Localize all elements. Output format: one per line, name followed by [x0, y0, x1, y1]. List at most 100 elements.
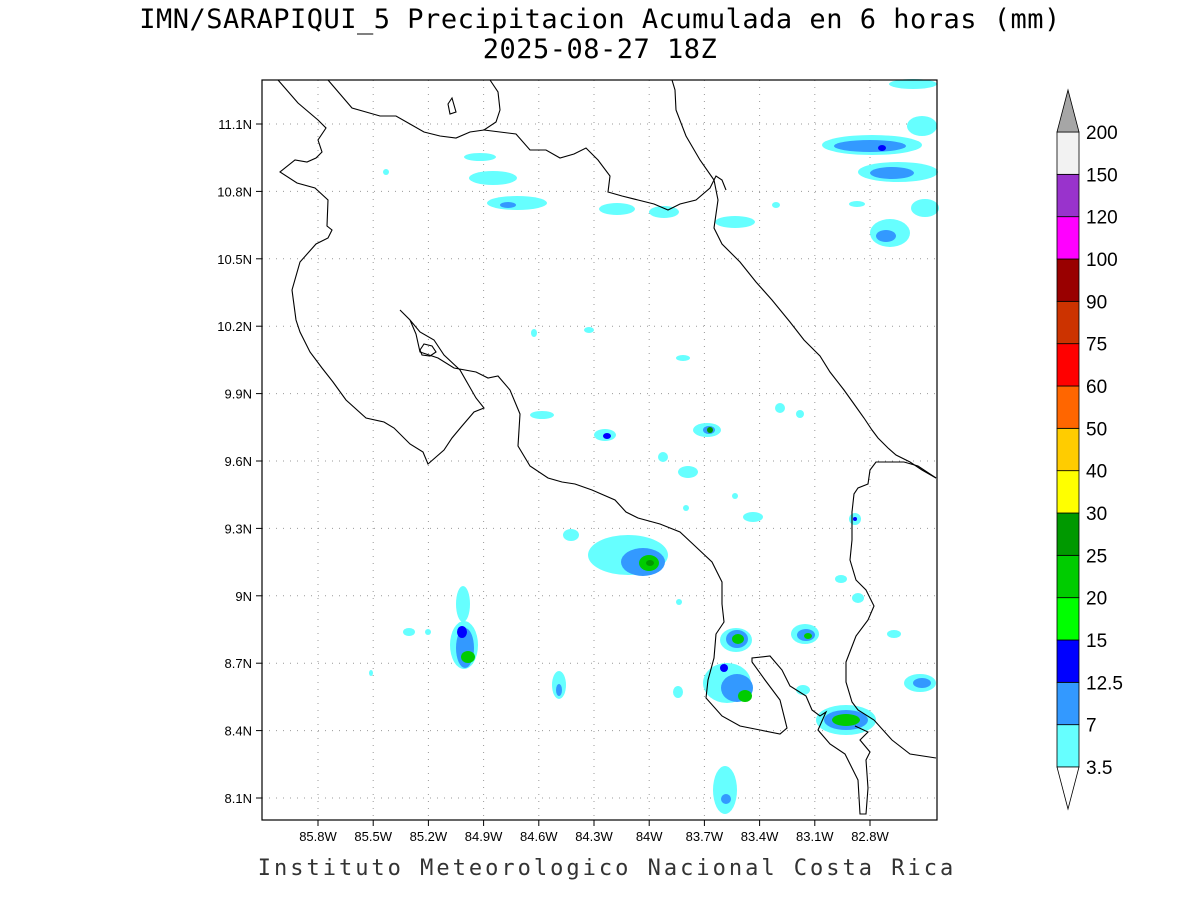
- colorbar-label: 12.5: [1086, 673, 1123, 694]
- tick-label-lat: 11.1N: [218, 117, 252, 132]
- credit-text: Instituto Meteorologico Nacional Costa R…: [257, 856, 957, 881]
- coastline-river-border: [483, 129, 727, 211]
- colorbar-label: 200: [1086, 123, 1118, 144]
- colorbar-label: 120: [1086, 208, 1118, 229]
- tick-label-lat: 8.1N: [225, 791, 252, 806]
- colorbar-box: [1056, 173, 1080, 218]
- precip-blob: [907, 116, 937, 136]
- colorbar-box: [1056, 385, 1080, 429]
- coastline-panama-border: [845, 461, 937, 759]
- precip-blob: [487, 196, 547, 210]
- precip-blob: [878, 145, 886, 151]
- precip-blob: [738, 690, 752, 702]
- colorbar-label: 15: [1086, 631, 1107, 652]
- precip-blob: [676, 355, 690, 361]
- precip-blob: [913, 678, 931, 688]
- colorbar-label: 25: [1086, 546, 1107, 567]
- precip-blob: [584, 327, 594, 333]
- precip-blob: [715, 216, 755, 228]
- colorbar-box: [1056, 554, 1080, 599]
- precip-blob: [804, 633, 812, 639]
- precip-blob: [673, 686, 683, 698]
- precip-blob: [911, 199, 939, 217]
- precip-blob: [500, 202, 516, 208]
- tick-label-lat: 8.4N: [225, 724, 252, 739]
- colorbar-box: [1056, 258, 1080, 302]
- coastline-nicoya-island: [419, 343, 437, 357]
- colorbar: 3.5 7 12.5 15 20 25 30 40 50 60 75 90 100 120 150 200: [1056, 88, 1123, 811]
- precip-blob: [707, 427, 713, 433]
- axis-ticks: 85.8W 85.5W 85.2W 84.9W 84.6W 84.3W 84W 83.7W 83…: [217, 117, 889, 844]
- precip-blob: [464, 153, 496, 161]
- colorbar-label: 3.5: [1086, 758, 1112, 779]
- colorbar-box: [1056, 470, 1080, 514]
- tick-label-lat: 9N: [235, 589, 252, 604]
- coastline-lake-island: [447, 96, 457, 115]
- colorbar-box: [1056, 131, 1080, 175]
- colorbar-box: [1056, 512, 1080, 556]
- tick-label-lat: 10.8N: [217, 184, 252, 199]
- title-line-2: 2025-08-27 18Z: [482, 34, 718, 65]
- precipitation-field: [369, 79, 939, 814]
- precip-blob: [721, 794, 731, 804]
- tick-label-lat: 10.5N: [217, 252, 252, 267]
- colorbar-label: 150: [1086, 165, 1118, 186]
- tick-label-lon: 84.3W: [575, 829, 613, 844]
- precip-blob: [889, 79, 937, 89]
- precip-blob: [732, 493, 738, 499]
- title-line-1: IMN/SARAPIQUI_5 Precipitacion Acumulada …: [139, 4, 1061, 35]
- precip-blob: [713, 766, 737, 814]
- tick-label-lat: 9.9N: [225, 387, 252, 402]
- precip-blob: [646, 560, 654, 566]
- colorbar-box: [1056, 300, 1080, 345]
- colorbar-label: 90: [1086, 292, 1107, 313]
- grid-lines: [262, 80, 937, 820]
- precip-blob: [887, 630, 901, 638]
- coastline-pacific-north: [277, 79, 871, 815]
- precip-blob: [369, 670, 373, 676]
- precip-blob: [732, 634, 744, 644]
- precip-blob: [403, 628, 415, 636]
- precip-blob: [796, 410, 804, 418]
- colorbar-label: 20: [1086, 589, 1107, 610]
- precip-blob: [876, 230, 896, 242]
- precip-blob: [835, 575, 847, 583]
- colorbar-label: 100: [1086, 250, 1118, 271]
- tick-label-lon: 84W: [636, 829, 663, 844]
- tick-label-lon: 83.7W: [686, 829, 724, 844]
- precip-blob: [425, 629, 431, 635]
- precip-blob: [649, 206, 679, 218]
- tick-label-lon: 85.8W: [299, 829, 337, 844]
- precip-blob: [658, 452, 668, 462]
- colorbar-above-arrow: [1056, 88, 1080, 133]
- precip-blob: [457, 626, 467, 638]
- colorbar-box: [1056, 343, 1080, 387]
- precip-blob: [853, 517, 857, 521]
- colorbar-box: [1056, 724, 1080, 768]
- coastline-lake-nicaragua: [327, 79, 501, 139]
- tick-label-lon: 83.4W: [741, 829, 779, 844]
- precip-blob: [870, 167, 914, 179]
- colorbar-label: 75: [1086, 335, 1107, 356]
- precip-blob: [599, 203, 635, 215]
- colorbar-label: 30: [1086, 504, 1107, 525]
- precip-blob: [556, 684, 562, 696]
- precip-blob: [834, 140, 906, 152]
- colorbar-box: [1056, 216, 1080, 260]
- colorbar-box: [1056, 427, 1080, 472]
- colorbar-box: [1056, 681, 1080, 726]
- coastlines: [277, 79, 937, 815]
- tick-label-lat: 9.6N: [225, 454, 252, 469]
- precip-blob: [563, 529, 579, 541]
- colorbar-below-arrow: [1056, 766, 1080, 811]
- precip-blob: [530, 411, 554, 419]
- tick-label-lon: 84.9W: [465, 829, 503, 844]
- precip-blob: [683, 505, 689, 511]
- colorbar-label: 40: [1086, 462, 1107, 483]
- tick-label-lon: 84.6W: [520, 829, 558, 844]
- precip-blob: [772, 202, 780, 208]
- colorbar-label: 7: [1086, 716, 1097, 737]
- tick-label-lon: 85.5W: [354, 829, 392, 844]
- precip-blob: [775, 403, 785, 413]
